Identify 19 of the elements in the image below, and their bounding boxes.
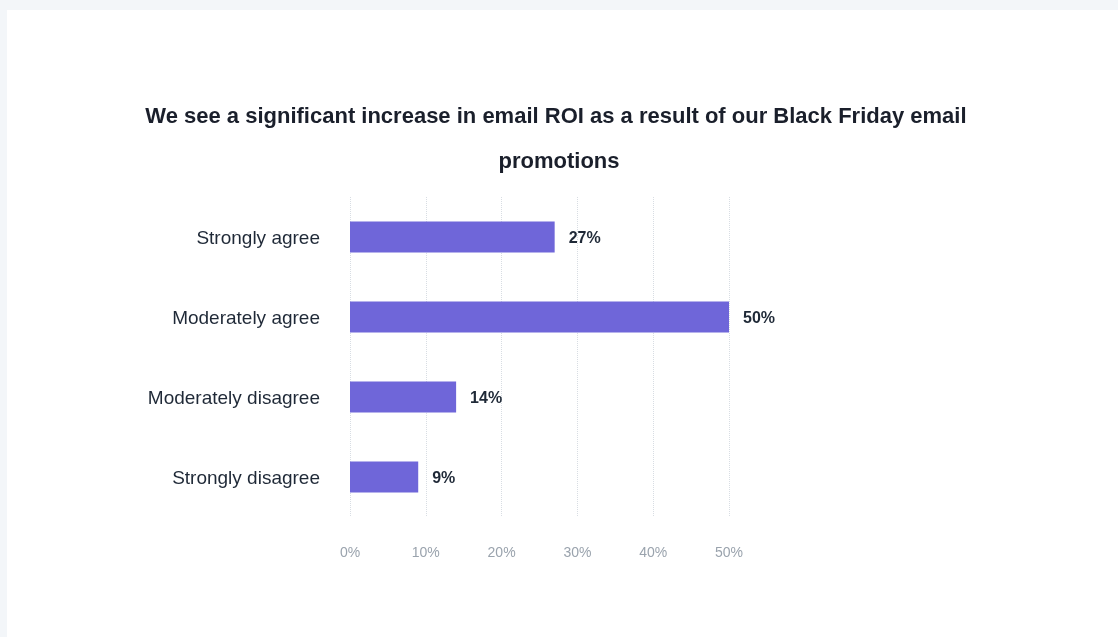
bar [350,301,729,333]
y-tick-label: Moderately agree [172,306,320,328]
data-label: 14% [470,388,503,406]
x-tick-label: 40% [639,544,668,560]
data-label: 9% [432,468,456,486]
data-label: 50% [743,308,776,326]
x-tick-label: 30% [563,544,592,560]
x-tick-label: 50% [714,544,744,560]
y-tick-label: Strongly agree [196,226,320,248]
bar [350,221,555,253]
x-tick-label: 20% [487,544,516,560]
chart-title: We see a significant increase in email ROI as a result of our Black Friday email promotions [145,103,973,173]
x-tick-label: 10% [411,544,440,560]
y-tick-label: Moderately disagree [147,386,320,408]
y-tick-label: Strongly disagree [172,466,320,488]
bar [350,461,419,493]
bar [350,381,457,413]
data-label: 27% [568,228,601,246]
x-tick-label: 0% [339,544,361,560]
